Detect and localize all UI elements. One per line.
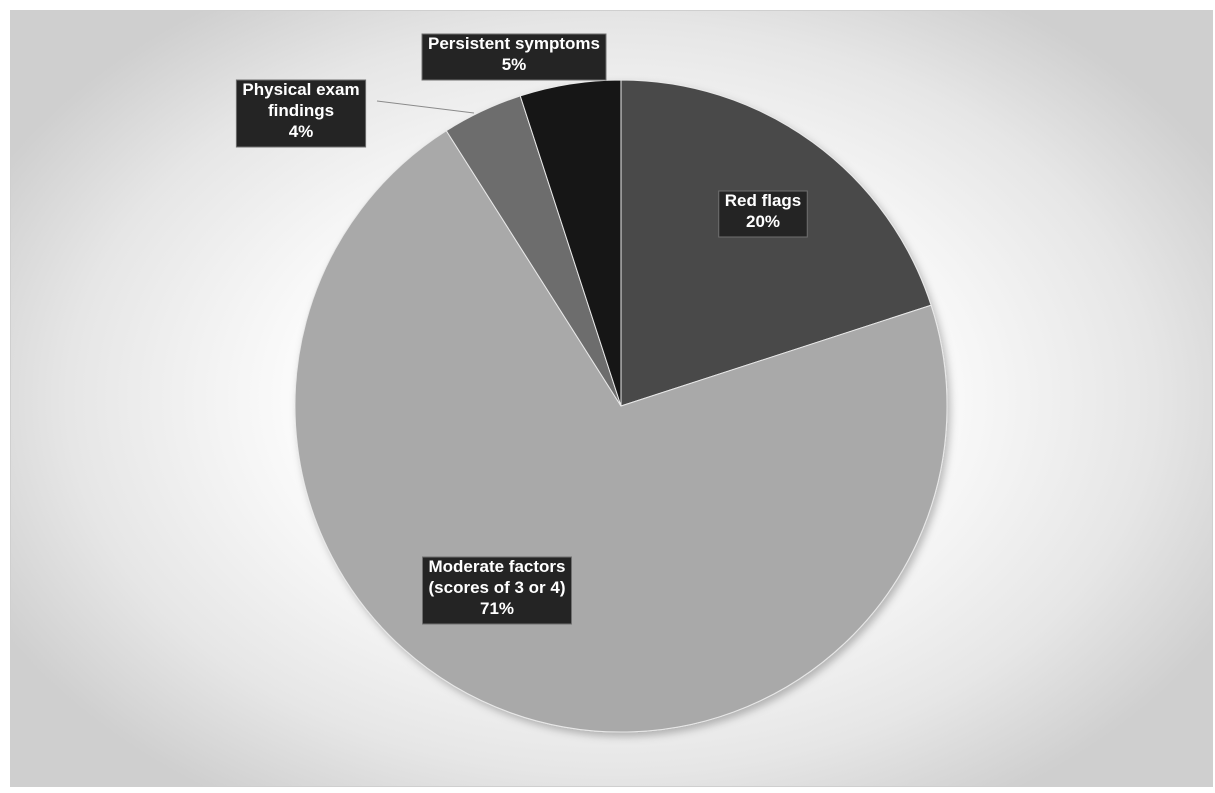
data-label-physical-exam-findings: Physical exam findings 4% — [235, 79, 367, 148]
data-label-name: Persistent symptoms — [428, 34, 600, 53]
data-label-name: findings — [268, 101, 334, 120]
pie-slice-persistent-symptoms — [519, 79, 622, 407]
leader-line-physical-exam-findings — [376, 100, 475, 114]
pie-slice-red-flags — [620, 79, 932, 407]
data-labels-layer: Red flags 20% Moderate factors (scores of 3… — [235, 33, 808, 625]
data-label-name: (scores of 3 or 4) — [429, 578, 566, 597]
data-label-box — [421, 33, 607, 81]
data-label-value: 5% — [502, 55, 527, 74]
data-label-name: Red flags — [725, 191, 802, 210]
data-label-box — [718, 190, 808, 238]
data-label-red-flags: Red flags 20% — [718, 190, 808, 238]
data-label-name: Physical exam — [242, 80, 359, 99]
data-label-persistent-symptoms: Persistent symptoms 5% — [421, 33, 607, 81]
data-label-name: Moderate factors — [429, 557, 566, 576]
data-label-box — [422, 556, 572, 625]
slices-layer — [294, 79, 948, 733]
data-label-value: 20% — [746, 212, 780, 231]
pie-chart: Red flags 20% Moderate factors (scores of 3… — [10, 10, 1213, 787]
data-label-value: 71% — [480, 599, 514, 618]
pie-chart-svg: Red flags 20% Moderate factors (scores of 3… — [235, 33, 948, 733]
data-label-moderate-factors-scores-of-3-or-4: Moderate factors (scores of 3 or 4) 71% — [422, 556, 572, 625]
leader-lines-layer — [376, 100, 475, 114]
data-label-box — [235, 79, 367, 148]
data-label-value: 4% — [289, 122, 314, 141]
